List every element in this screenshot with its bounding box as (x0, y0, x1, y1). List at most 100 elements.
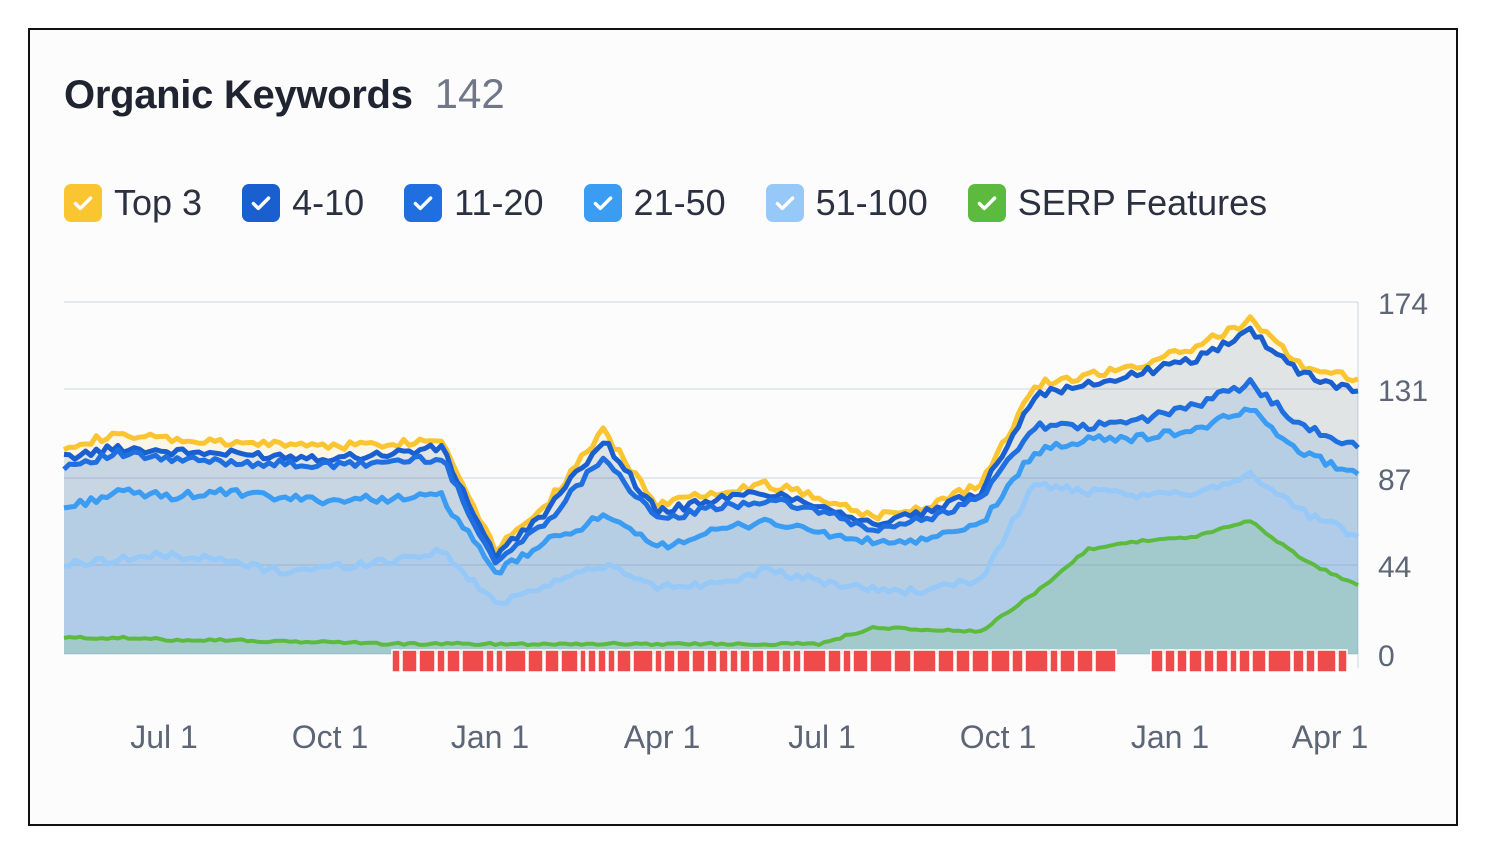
event-marker[interactable] (691, 649, 706, 673)
series-area-2 (64, 379, 1358, 654)
event-marker[interactable] (1229, 649, 1238, 673)
event-marker[interactable] (937, 649, 955, 673)
event-marker[interactable] (544, 649, 560, 673)
checkbox-icon[interactable] (967, 184, 1006, 222)
legend-label: 4-10 (292, 182, 365, 223)
event-marker[interactable] (1011, 649, 1024, 673)
event-marker[interactable] (1238, 649, 1251, 673)
event-marker[interactable] (1203, 649, 1215, 673)
event-marker[interactable] (1094, 649, 1117, 673)
legend-item-4-10[interactable]: 4-10 (242, 182, 364, 224)
event-marker[interactable] (632, 649, 654, 673)
event-marker[interactable] (1059, 649, 1076, 673)
event-marker[interactable] (706, 649, 718, 673)
x-tick-label: Apr 1 (1292, 719, 1368, 755)
event-marker[interactable] (1337, 649, 1348, 673)
event-marker[interactable] (401, 649, 418, 673)
legend-item-serp-features[interactable]: SERP Features (967, 182, 1268, 224)
x-axis-ticks: Jul 1 Oct 1 Jan 1 Apr 1 Jul 1 Oct 1 Jan 1 Apr 1 (130, 719, 1368, 755)
legend: Top 3 4-10 11-20 21-50 51-100 SERP Featu… (64, 182, 1307, 224)
event-marker[interactable] (587, 649, 597, 673)
event-marker[interactable] (597, 649, 607, 673)
event-marker[interactable] (1076, 649, 1094, 673)
event-markers (391, 649, 1348, 673)
event-marker[interactable] (579, 649, 587, 673)
series-lines (62, 314, 1360, 648)
series-areas (64, 316, 1358, 654)
legend-item-top-3[interactable]: Top 3 (64, 182, 202, 224)
event-marker[interactable] (827, 649, 842, 673)
legend-label: 21-50 (633, 182, 726, 223)
checkbox-icon[interactable] (404, 184, 443, 222)
event-marker[interactable] (792, 649, 802, 673)
event-marker[interactable] (869, 649, 893, 673)
keyword-count: 142 (434, 70, 505, 117)
event-marker[interactable] (504, 649, 527, 673)
event-marker[interactable] (990, 649, 1011, 673)
keywords-area-chart: 0 44 87 131 174 Jul 1 Oct 1 Jan 1 Apr 1 Jul 1 Oct… (62, 288, 1428, 755)
series-area-5 (64, 521, 1358, 654)
event-marker[interactable] (893, 649, 912, 673)
legend-label: Top 3 (114, 182, 203, 223)
y-tick-label: 0 (1378, 640, 1395, 673)
event-marker[interactable] (1188, 649, 1203, 673)
event-marker[interactable] (1267, 649, 1292, 673)
event-marker[interactable] (1215, 649, 1229, 673)
event-marker[interactable] (663, 649, 676, 673)
event-marker[interactable] (802, 649, 827, 673)
event-marker[interactable] (654, 649, 663, 673)
legend-item-51-100[interactable]: 51-100 (765, 182, 928, 224)
event-marker[interactable] (495, 649, 504, 673)
event-marker[interactable] (1292, 649, 1305, 673)
event-marker[interactable] (1305, 649, 1316, 673)
x-tick-label: Oct 1 (292, 719, 368, 755)
event-marker[interactable] (560, 649, 579, 673)
legend-label: SERP Features (1017, 182, 1268, 223)
event-marker[interactable] (527, 649, 544, 673)
series-line-2 (62, 377, 1360, 566)
event-marker[interactable] (436, 649, 446, 673)
event-marker[interactable] (912, 649, 937, 673)
legend-item-11-20[interactable]: 11-20 (404, 182, 544, 224)
checkbox-icon[interactable] (765, 184, 804, 222)
event-marker[interactable] (1049, 649, 1059, 673)
event-marker[interactable] (1316, 649, 1337, 673)
title-row: Organic Keywords 142 (64, 70, 505, 118)
y-tick-label: 44 (1378, 551, 1411, 584)
checkbox-icon[interactable] (64, 184, 102, 222)
x-tick-label: Jul 1 (788, 719, 856, 755)
y-tick-label: 174 (1378, 288, 1428, 321)
legend-item-21-50[interactable]: 21-50 (583, 182, 726, 224)
event-marker[interactable] (1150, 649, 1164, 673)
organic-keywords-card: Organic Keywords 142 Top 3 4-10 11-20 21… (28, 28, 1458, 826)
event-marker[interactable] (765, 649, 781, 673)
y-tick-label: 131 (1378, 375, 1428, 408)
event-marker[interactable] (852, 649, 869, 673)
event-marker[interactable] (616, 649, 632, 673)
event-marker[interactable] (607, 649, 616, 673)
event-marker[interactable] (718, 649, 729, 673)
event-marker[interactable] (751, 649, 765, 673)
checkbox-icon[interactable] (583, 184, 622, 222)
series-area-4 (64, 472, 1358, 654)
event-marker[interactable] (971, 649, 990, 673)
event-marker[interactable] (676, 649, 691, 673)
legend-label: 51-100 (815, 182, 928, 223)
series-line-3 (63, 406, 1360, 576)
event-marker[interactable] (1024, 649, 1049, 673)
event-marker[interactable] (842, 649, 852, 673)
event-marker[interactable] (391, 649, 401, 673)
event-marker[interactable] (461, 649, 485, 673)
checkbox-icon[interactable] (242, 184, 281, 222)
event-marker[interactable] (485, 649, 495, 673)
event-marker[interactable] (739, 649, 751, 673)
event-marker[interactable] (418, 649, 436, 673)
event-marker[interactable] (1176, 649, 1188, 673)
x-tick-label: Oct 1 (960, 719, 1036, 755)
event-marker[interactable] (955, 649, 971, 673)
event-marker[interactable] (1164, 649, 1176, 673)
event-marker[interactable] (729, 649, 739, 673)
event-marker[interactable] (446, 649, 461, 673)
event-marker[interactable] (1251, 649, 1267, 673)
event-marker[interactable] (781, 649, 792, 673)
